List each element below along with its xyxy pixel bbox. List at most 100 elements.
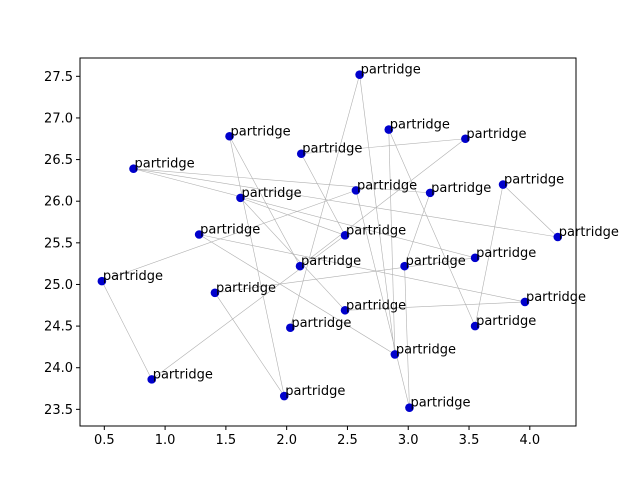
y-tick-label: 24.5	[44, 320, 73, 335]
connection-line	[299, 138, 466, 267]
y-tick-label: 26.5	[44, 153, 73, 168]
x-tick-label: 2.5	[337, 433, 358, 448]
point-label: partridge	[134, 157, 194, 172]
point-label: partridge	[559, 225, 619, 240]
data-point	[279, 391, 289, 401]
data-point	[286, 323, 295, 333]
data-point	[470, 321, 480, 331]
data-point	[340, 305, 350, 315]
point-label: partridge	[390, 118, 450, 133]
data-point	[425, 188, 435, 198]
point-label: partridge	[153, 367, 213, 382]
connection-line	[240, 197, 346, 311]
connection-line	[229, 136, 301, 267]
x-tick-label: 4.0	[519, 433, 540, 448]
point-labels: partridge partridge partridge partridge part…	[103, 63, 619, 411]
y-tick-label: 25.5	[44, 236, 73, 251]
data-point	[236, 193, 245, 203]
connection-line	[133, 168, 558, 238]
data-points	[97, 70, 563, 412]
point-label: partridge	[301, 254, 361, 269]
connection-line	[502, 184, 558, 238]
connection-line	[359, 74, 396, 355]
x-tick-label: 1.0	[155, 433, 176, 448]
connection-line	[240, 197, 346, 236]
point-label: partridge	[526, 290, 586, 305]
connection-line	[404, 266, 410, 408]
point-label: partridge	[285, 384, 345, 399]
connection-line	[101, 280, 152, 380]
plot-area-frame	[79, 57, 577, 427]
x-tick-label: 2.0	[276, 433, 297, 448]
connection-line	[355, 190, 410, 408]
connection-line	[300, 153, 346, 236]
connection-line	[101, 190, 357, 282]
point-label: partridge	[346, 223, 406, 238]
data-point	[351, 186, 361, 195]
data-point	[225, 131, 234, 141]
y-tick-label: 25.0	[44, 278, 73, 293]
point-label: partridge	[291, 316, 351, 331]
point-label: partridge	[476, 314, 536, 329]
data-point	[390, 350, 400, 359]
connection-line	[133, 168, 431, 194]
connection-line	[388, 129, 476, 327]
data-point	[400, 261, 409, 271]
point-label: partridge	[241, 186, 301, 201]
data-point	[340, 231, 350, 240]
data-point	[210, 288, 220, 298]
x-tick-label: 1.5	[216, 433, 237, 448]
point-label: partridge	[216, 281, 276, 296]
data-point	[384, 125, 394, 134]
point-label: partridge	[231, 124, 291, 139]
connection-line	[345, 301, 525, 311]
data-point	[498, 180, 508, 189]
connection-line	[301, 138, 466, 155]
connection-lines	[101, 74, 558, 408]
point-label: partridge	[476, 246, 536, 261]
point-label: partridge	[357, 178, 417, 193]
data-point	[194, 230, 204, 239]
point-label: partridge	[410, 396, 470, 411]
point-label: partridge	[396, 342, 456, 357]
y-tick-label: 23.5	[44, 403, 73, 418]
data-point	[405, 403, 414, 412]
connection-line	[199, 234, 526, 303]
data-point	[553, 232, 563, 242]
x-tick-label: 0.5	[94, 433, 115, 448]
y-tick-label: 27.5	[44, 70, 73, 85]
connection-line	[404, 192, 431, 267]
point-label: partridge	[431, 181, 491, 196]
connection-line	[388, 129, 396, 355]
point-label: partridge	[200, 223, 260, 238]
data-point	[470, 253, 480, 263]
x-tick-label: 3.0	[398, 433, 419, 448]
data-point	[147, 375, 157, 384]
point-label: partridge	[406, 254, 466, 269]
point-label: partridge	[346, 298, 406, 313]
connection-line	[229, 136, 285, 397]
data-point	[296, 149, 306, 159]
data-point	[97, 276, 107, 286]
x-axis: 0.5 1.0 1.5 2.0 2.5 3.0 3.5 4.0	[94, 426, 540, 448]
connection-line	[214, 257, 476, 294]
data-point	[520, 297, 530, 307]
connection-line	[474, 184, 504, 327]
connection-line	[198, 234, 396, 355]
data-point	[461, 134, 470, 144]
x-tick-label: 3.5	[459, 433, 480, 448]
data-point	[129, 164, 138, 174]
point-label: partridge	[466, 127, 526, 142]
connection-line	[151, 235, 346, 380]
point-label: partridge	[103, 269, 163, 284]
y-axis: 23.5 24.0 24.5 25.0 25.5 26.0 26.5 27.0 27.5	[44, 70, 80, 418]
connection-line	[214, 292, 285, 397]
connection-line	[133, 168, 476, 259]
point-label: partridge	[504, 173, 564, 188]
data-point	[295, 261, 305, 271]
data-point	[355, 70, 364, 79]
point-label: partridge	[302, 142, 362, 157]
y-tick-label: 24.0	[44, 361, 73, 376]
point-label: partridge	[361, 63, 421, 78]
